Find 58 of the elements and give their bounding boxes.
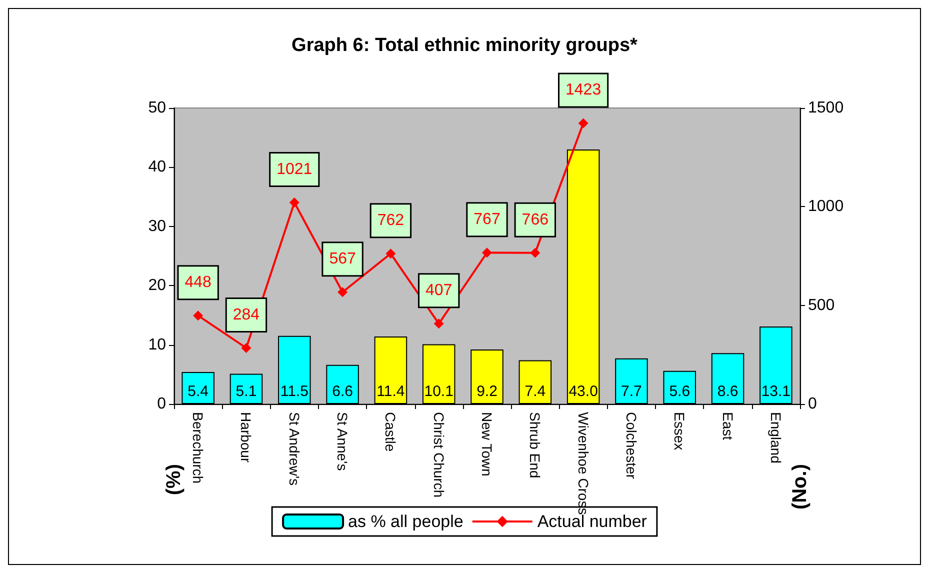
y2-tick-label: 0	[808, 396, 817, 412]
x-tick-label: England	[768, 412, 784, 464]
point	[434, 318, 444, 329]
y-tick-label: 0	[157, 396, 166, 412]
data-label: 9.2	[476, 383, 498, 400]
x-tick-label: Wivenhoe Cross	[575, 412, 592, 515]
y-tick-label: 30	[148, 218, 166, 235]
point	[530, 248, 540, 258]
data-label: 7.4	[524, 383, 546, 400]
x-tick-label: Colchester	[623, 412, 640, 480]
x-tick-label: Berechurch	[190, 412, 206, 484]
data-label: 7.7	[621, 383, 642, 400]
x-tick-label: New Town	[479, 412, 495, 476]
point	[338, 287, 348, 298]
x-tick-label: Harbour	[238, 412, 254, 463]
x-tick-label: Essex	[672, 412, 688, 450]
data-label: 762	[377, 212, 404, 230]
data-label: 11.5	[280, 383, 308, 400]
y2-tick-label: 500	[808, 296, 835, 314]
y-tick-label: 40	[148, 158, 166, 176]
y-tick-label: 20	[148, 277, 166, 294]
data-label: 5.1	[236, 383, 257, 400]
point	[193, 310, 204, 321]
point	[289, 198, 300, 208]
x-tick-label: Castle	[382, 412, 399, 452]
point	[241, 342, 252, 353]
data-label: 5.6	[669, 383, 690, 400]
x-tick-label: St Anne's	[334, 412, 351, 471]
y2-axis-title: (No.)	[789, 464, 811, 510]
data-label: 8.6	[717, 383, 738, 400]
data-label: 567	[329, 250, 356, 268]
data-label: 5.4	[188, 383, 209, 400]
legend-label: as % all people	[348, 512, 464, 531]
x-tick-label: Christ Church	[430, 412, 447, 498]
data-label: 6.6	[332, 383, 353, 400]
data-label: 13.1	[761, 383, 791, 400]
x-tick-label: East	[720, 412, 736, 440]
data-label: 10.1	[424, 383, 454, 400]
x-tick-label: St Andrew's	[286, 412, 302, 486]
data-label: 284	[232, 306, 260, 324]
data-label: 766	[522, 211, 549, 228]
point	[578, 118, 588, 128]
data-label: 11.4	[376, 383, 405, 400]
data-label: 767	[474, 211, 500, 228]
data-label: 448	[184, 274, 212, 292]
point	[482, 248, 492, 258]
x-tick-label: Shrub End	[527, 412, 544, 478]
y-tick-label: 50	[148, 100, 166, 116]
y2-tick-label: 1500	[808, 100, 844, 116]
chart-title: Graph 6: Total ethnic minority groups*	[292, 35, 638, 56]
y-tick-label: 10	[148, 336, 166, 354]
data-label: 1021	[276, 161, 312, 178]
data-label: 43.0	[568, 383, 598, 400]
y2-tick-label: 1000	[808, 198, 844, 216]
data-label: 1423	[566, 82, 602, 99]
data-label: 407	[425, 282, 452, 300]
point	[386, 248, 396, 259]
y-axis-title: (%)	[163, 464, 185, 496]
